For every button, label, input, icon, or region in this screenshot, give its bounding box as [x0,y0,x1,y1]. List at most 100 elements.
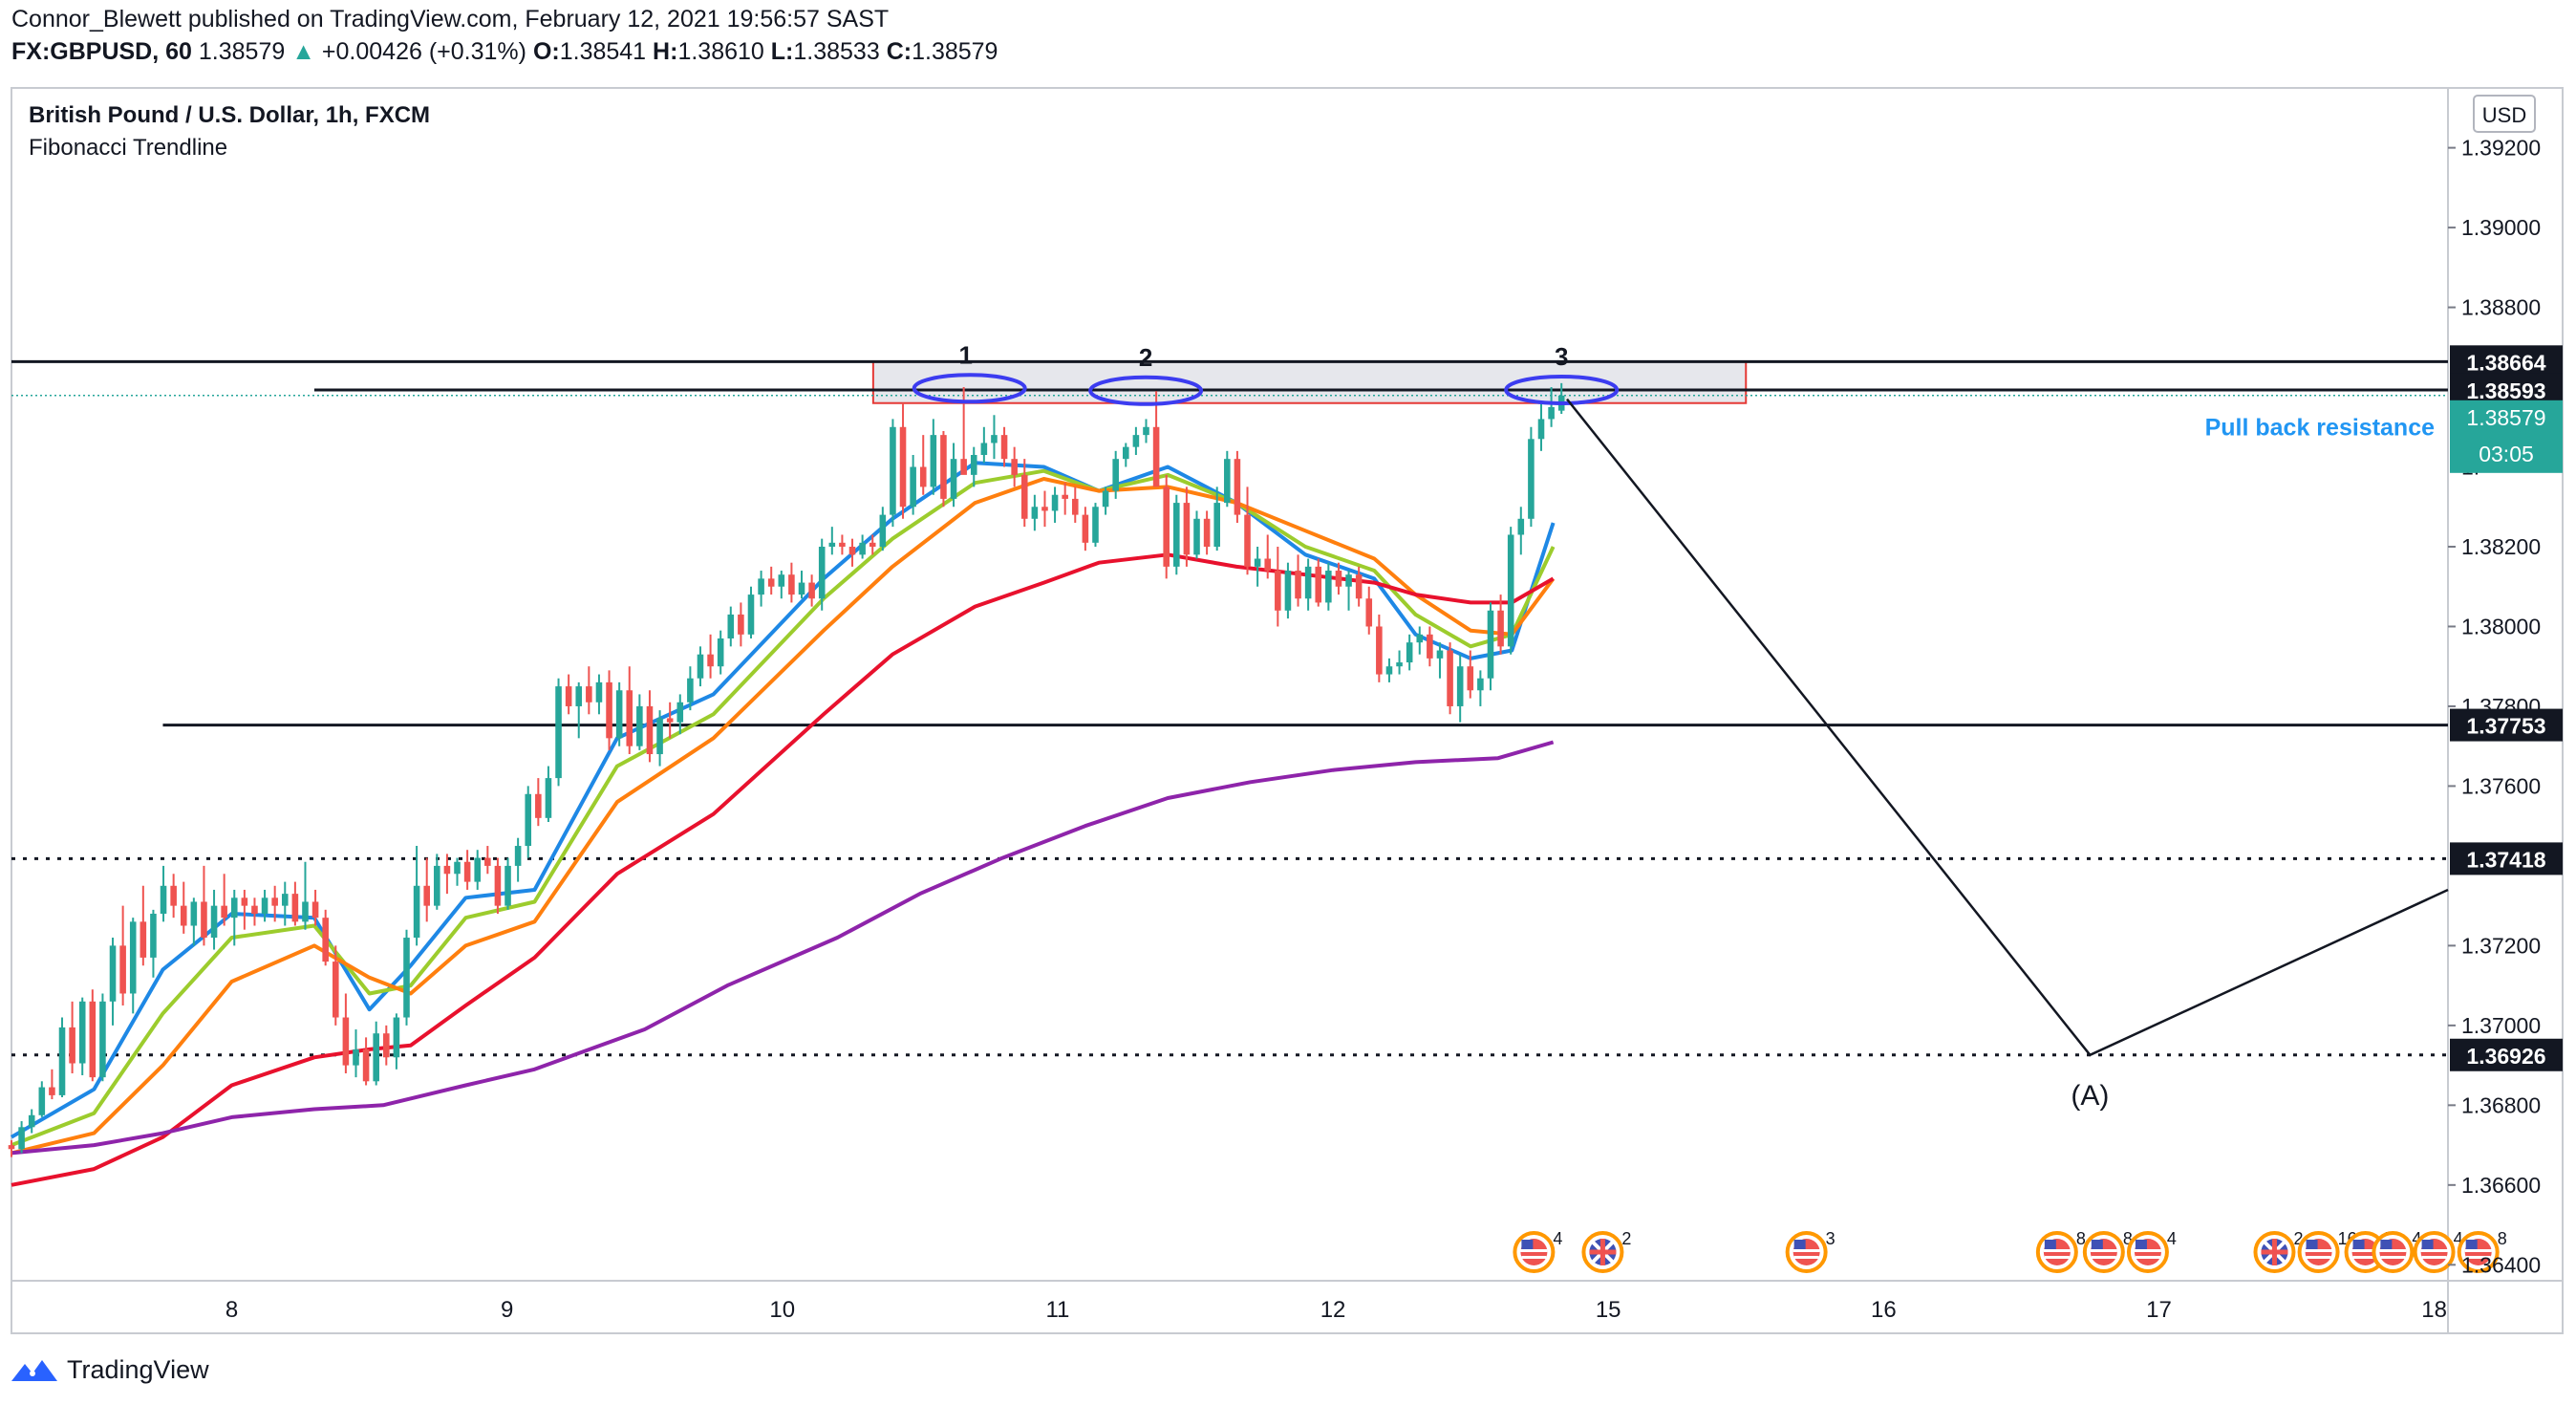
flag-canton [2421,1240,2434,1249]
candle [1497,594,1504,655]
x-tick-label: 12 [1320,1297,1346,1323]
candle-body [697,654,704,679]
candle-body [230,897,238,919]
candle-body [18,1127,25,1150]
candle-body [210,905,218,939]
candle [1548,387,1555,427]
candle-body [1467,666,1474,691]
candle [818,538,826,611]
candle-body [332,962,339,1018]
flag-stripe [2421,1256,2447,1259]
event-count: 8 [2076,1229,2086,1248]
candle [919,435,927,495]
last-price: 1.38579 [198,38,286,65]
candle-body [738,614,744,635]
series-line-0 [10,461,1556,1139]
candle [443,854,451,895]
tradingview-footer[interactable]: TradingView [10,1355,209,1385]
candle-body [403,938,410,1018]
candle [1062,483,1068,515]
candle-body [839,542,846,547]
level-price-badge-4 [2450,1038,2563,1071]
candle-body [251,905,258,914]
candle-body [575,686,583,706]
candle-body [1517,518,1525,535]
candle [170,874,177,919]
candle [1295,554,1301,607]
candle [848,538,856,567]
candle [656,710,663,767]
flag-stripe [2464,1249,2492,1252]
candle-body [413,885,420,939]
candle-body [1376,626,1383,675]
flag-stripe [1792,1249,1820,1252]
candle [1396,650,1403,675]
y-tick-label: 1.36800 [2461,1092,2541,1117]
candle-body [1011,459,1018,475]
candle-body [869,542,876,547]
candle [413,846,420,946]
candle [434,854,440,910]
candle [1406,634,1413,671]
candle-body [778,574,785,587]
candle [484,846,491,875]
candle-body [991,435,998,443]
candle [302,861,309,930]
candle [980,426,988,464]
currency-badge[interactable] [2473,95,2536,133]
candle [1082,507,1089,551]
countdown-text: 03:05 [2479,442,2534,466]
candle-body [78,1001,86,1064]
candle [839,534,846,555]
candle-body [687,678,694,702]
symbol-label: FX:GBPUSD, 60 [11,38,192,65]
candle [332,945,339,1026]
candle-body [1213,503,1221,547]
candle-body [89,1001,97,1078]
candle-body [514,846,522,866]
candle [49,1069,55,1100]
candle [1000,426,1008,467]
candle [8,1140,15,1157]
candle [758,571,764,607]
candle-body [1031,507,1039,519]
x-tick-label: 16 [1871,1297,1897,1323]
candle [1193,510,1200,559]
candle [514,837,522,882]
candle [869,534,876,555]
candle [1112,450,1119,499]
candle-body [1396,662,1403,667]
event-marker: 16 [2297,1229,2357,1273]
candle [1325,562,1332,611]
y-tick-label: 1.38800 [2461,295,2541,320]
resistance-zone-label: Pull back resistance [2205,415,2436,442]
flag-stripe [2135,1256,2160,1259]
open-value: 1.38541 [559,38,647,65]
candle-body [676,702,684,723]
candle-body [1244,514,1251,567]
candle-body [1082,514,1089,543]
candle [129,918,137,1014]
candle-body [879,514,887,547]
candle-body [1123,446,1129,460]
candle-body [707,654,714,667]
event-count: 4 [2412,1229,2421,1248]
candle [201,865,207,946]
candle-body [1143,426,1149,436]
event-marker: 8 [2457,1229,2507,1273]
flag-stripe [2091,1256,2116,1259]
series-line-3 [11,552,1555,1187]
publisher-text: Connor_Blewett published on TradingView.… [11,6,890,32]
candle-body [828,542,836,547]
candle-body [899,426,907,508]
y-tick-label: 1.38000 [2461,614,2541,638]
candle [1335,562,1342,595]
candle [940,430,947,508]
candle [1385,658,1393,682]
y-tick-label: 1.37600 [2461,773,2541,798]
price-change: +0.00426 (+0.31%) [321,38,526,65]
candle [423,857,430,922]
flag-stripe [1520,1249,1548,1252]
x-tick-label: 9 [501,1297,513,1323]
